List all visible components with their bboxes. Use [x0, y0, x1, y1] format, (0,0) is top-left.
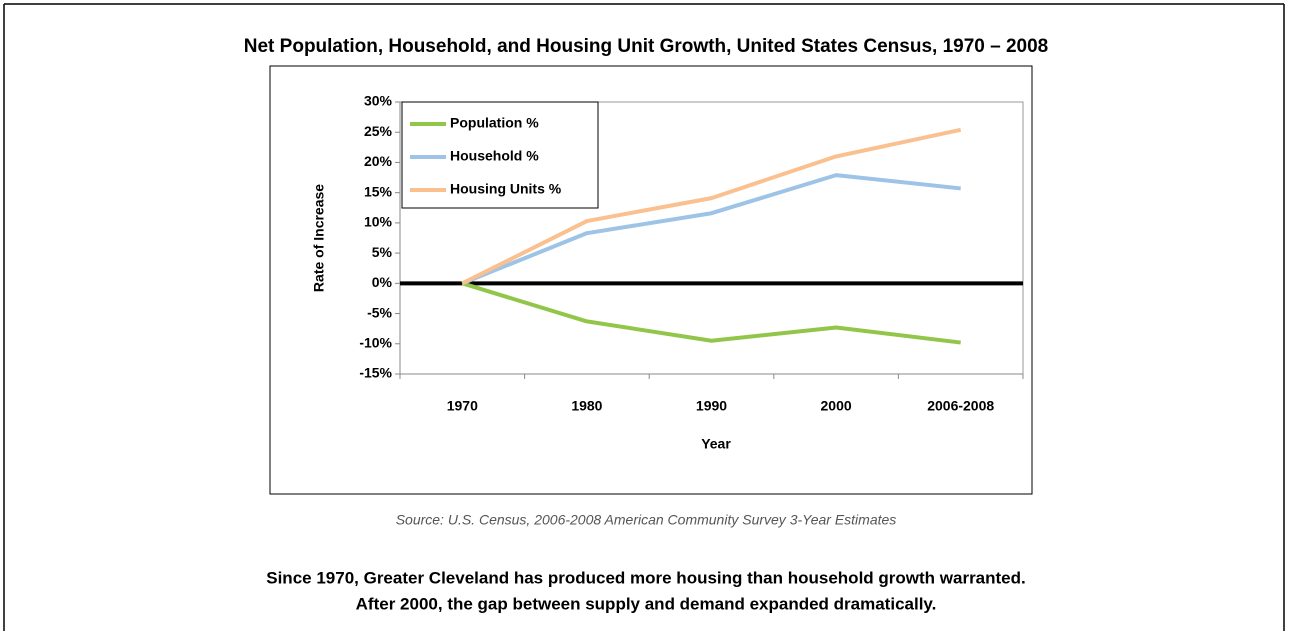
y-tick-label: 20% — [364, 153, 393, 169]
legend-label: Housing Units % — [450, 181, 562, 197]
x-tick-label: 2006-2008 — [927, 398, 994, 414]
chart-frame — [269, 65, 1033, 495]
x-tick-label: 2000 — [821, 398, 852, 414]
caption-line: After 2000, the gap between supply and d… — [356, 594, 937, 613]
y-tick-label: -5% — [367, 304, 392, 320]
source-note: Source: U.S. Census, 2006-2008 American … — [396, 512, 897, 528]
y-axis-label: Rate of Increase — [311, 184, 327, 292]
legend-label: Household % — [450, 148, 539, 164]
y-tick-label: 5% — [372, 244, 393, 260]
x-tick-label: 1980 — [571, 398, 602, 414]
caption-line: Since 1970, Greater Cleveland has produc… — [266, 568, 1026, 587]
series-line — [461, 281, 961, 345]
x-axis-label: Year — [701, 436, 731, 452]
y-tick-label: 25% — [364, 123, 393, 139]
legend-label: Population % — [450, 115, 539, 131]
x-tick-label: 1990 — [696, 398, 727, 414]
y-tick-label: 15% — [364, 183, 393, 199]
y-tick-label: -15% — [359, 365, 392, 381]
plot: -15% -10% -5% 0% 5% 10% 15% 20% 25% 30% 1970 1980 19… — [359, 93, 1024, 414]
y-tick-label: 30% — [364, 93, 393, 109]
y-tick-label: -10% — [359, 334, 392, 350]
chart-title: Net Population, Household, and Housing U… — [244, 36, 1048, 57]
series-line — [461, 173, 961, 286]
y-tick-label: 10% — [364, 214, 393, 230]
series-line — [461, 127, 962, 286]
y-tick-label: 0% — [372, 274, 393, 290]
x-tick-label: 1970 — [447, 398, 478, 414]
